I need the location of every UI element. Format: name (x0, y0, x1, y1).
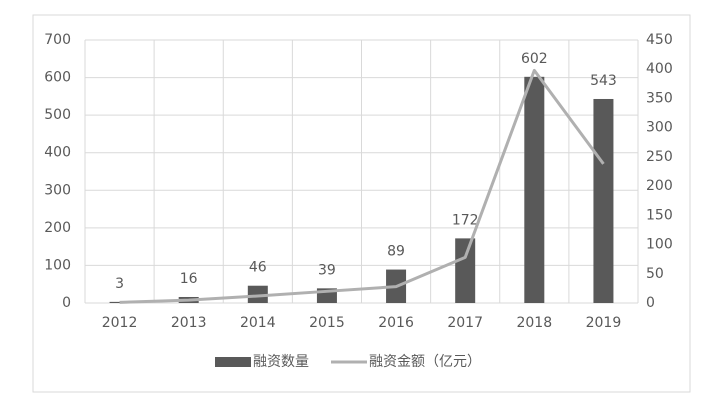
y-tick-label: 400 (44, 145, 71, 161)
y2-tick-label: 100 (646, 237, 673, 253)
y2-tick-label: 250 (646, 149, 673, 165)
y-tick-label: 600 (44, 70, 71, 86)
y2-tick-label: 300 (646, 120, 673, 136)
y2-tick-label: 0 (646, 295, 655, 311)
x-tick-label: 2012 (102, 315, 138, 331)
data-label: 172 (452, 212, 479, 228)
bar (455, 238, 476, 303)
y-tick-label: 100 (44, 257, 71, 273)
y-tick-label: 0 (62, 295, 71, 311)
line (119, 68, 605, 304)
y2-tick-label: 200 (646, 178, 673, 194)
legend-label: 融资数量 (253, 354, 309, 370)
x-tick-label: 2015 (309, 315, 345, 331)
x-tick-label: 2019 (586, 315, 622, 331)
bar (593, 98, 614, 303)
legend-label: 融资金额（亿元） (369, 354, 481, 370)
data-label: 39 (318, 262, 336, 278)
data-label: 543 (590, 73, 617, 89)
bar (524, 76, 545, 303)
bar (109, 301, 130, 303)
y2-tick-label: 450 (646, 32, 673, 48)
y2-tick-label: 400 (646, 61, 673, 77)
legend-swatch (215, 357, 251, 367)
y-tick-label: 300 (44, 182, 71, 198)
data-label: 89 (387, 244, 405, 260)
x-tick-label: 2018 (516, 315, 552, 331)
x-tick-label: 2016 (378, 315, 414, 331)
data-label: 46 (249, 260, 267, 276)
x-tick-label: 2013 (171, 315, 207, 331)
y2-tick-label: 50 (646, 266, 664, 282)
data-label: 16 (180, 271, 198, 287)
data-label: 602 (521, 51, 548, 67)
y2-tick-label: 350 (646, 90, 673, 106)
x-tick-label: 2014 (240, 315, 276, 331)
y2-tick-label: 150 (646, 207, 673, 223)
y-tick-label: 200 (44, 220, 71, 236)
y-tick-label: 500 (44, 107, 71, 123)
bar (247, 285, 268, 303)
data-label: 3 (115, 276, 124, 292)
x-tick-label: 2017 (447, 315, 483, 331)
y-tick-label: 700 (44, 32, 71, 48)
